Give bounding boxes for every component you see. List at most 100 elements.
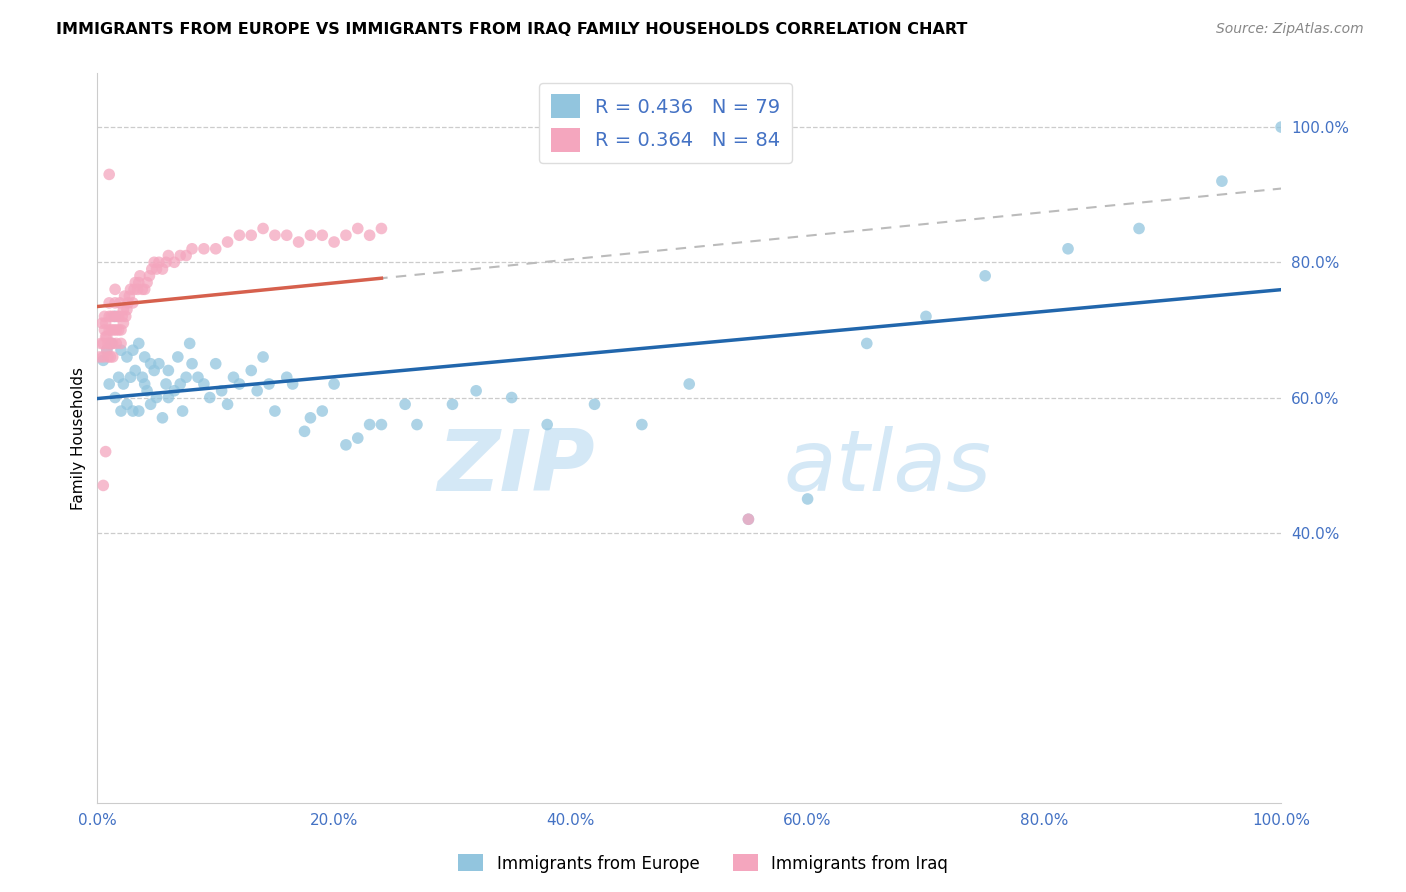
Point xyxy=(155,377,177,392)
Point xyxy=(97,336,120,351)
Point xyxy=(394,397,416,411)
Point xyxy=(127,282,149,296)
Point xyxy=(204,242,226,256)
Point xyxy=(299,410,322,425)
Point xyxy=(179,336,201,351)
Point xyxy=(796,491,818,506)
Point xyxy=(335,228,357,243)
Point xyxy=(139,357,162,371)
Point xyxy=(110,323,132,337)
Point xyxy=(152,410,174,425)
Point xyxy=(1057,242,1080,256)
Point xyxy=(115,350,138,364)
Point xyxy=(240,228,263,243)
Point xyxy=(128,336,150,351)
Point xyxy=(110,404,132,418)
Point xyxy=(465,384,488,398)
Point xyxy=(240,363,263,377)
Point xyxy=(100,310,122,324)
Y-axis label: Family Households: Family Households xyxy=(72,367,86,509)
Point xyxy=(163,384,186,398)
Point xyxy=(281,377,304,392)
Point xyxy=(174,248,197,262)
Point xyxy=(131,282,153,296)
Point xyxy=(93,323,115,337)
Point xyxy=(118,289,141,303)
Point xyxy=(157,363,180,377)
Point xyxy=(104,391,127,405)
Point xyxy=(134,282,156,296)
Point xyxy=(1128,221,1150,235)
Point xyxy=(246,384,269,398)
Point xyxy=(91,316,114,330)
Point xyxy=(193,377,215,392)
Point xyxy=(115,397,138,411)
Point xyxy=(103,323,125,337)
Point xyxy=(737,512,759,526)
Point xyxy=(145,262,167,277)
Point xyxy=(121,343,143,358)
Point xyxy=(157,248,180,262)
Point xyxy=(257,377,280,392)
Point xyxy=(155,255,177,269)
Point xyxy=(915,310,938,324)
Point xyxy=(128,404,150,418)
Point xyxy=(114,310,136,324)
Point xyxy=(103,310,125,324)
Point xyxy=(100,323,122,337)
Point xyxy=(89,350,111,364)
Point xyxy=(211,384,233,398)
Point xyxy=(98,310,121,324)
Point xyxy=(145,391,167,405)
Point xyxy=(181,242,204,256)
Point xyxy=(311,404,333,418)
Point xyxy=(94,316,117,330)
Point xyxy=(172,404,194,418)
Legend: Immigrants from Europe, Immigrants from Iraq: Immigrants from Europe, Immigrants from … xyxy=(451,847,955,880)
Point xyxy=(217,397,239,411)
Point xyxy=(678,377,700,392)
Point xyxy=(129,268,152,283)
Point xyxy=(117,296,139,310)
Point xyxy=(111,310,134,324)
Point xyxy=(228,377,250,392)
Point xyxy=(120,282,142,296)
Point xyxy=(323,377,346,392)
Point xyxy=(100,350,122,364)
Point xyxy=(222,370,245,384)
Point xyxy=(1270,120,1292,134)
Point xyxy=(114,289,136,303)
Point xyxy=(294,425,316,439)
Point xyxy=(121,404,143,418)
Point xyxy=(124,276,146,290)
Point xyxy=(104,296,127,310)
Point xyxy=(112,316,135,330)
Point xyxy=(105,323,128,337)
Point xyxy=(583,397,606,411)
Point xyxy=(359,417,381,432)
Point xyxy=(122,282,145,296)
Point xyxy=(100,336,122,351)
Point xyxy=(181,357,204,371)
Point xyxy=(121,296,143,310)
Point xyxy=(287,235,309,249)
Point xyxy=(96,343,118,358)
Point xyxy=(107,370,129,384)
Point xyxy=(157,391,180,405)
Point xyxy=(101,350,124,364)
Point xyxy=(136,384,159,398)
Point xyxy=(141,262,163,277)
Point xyxy=(152,262,174,277)
Point xyxy=(264,404,287,418)
Point xyxy=(370,221,392,235)
Point xyxy=(93,310,115,324)
Point xyxy=(101,336,124,351)
Point xyxy=(134,350,156,364)
Point xyxy=(855,336,877,351)
Point xyxy=(104,310,127,324)
Point xyxy=(124,363,146,377)
Point xyxy=(110,343,132,358)
Point xyxy=(115,302,138,317)
Point xyxy=(323,235,346,249)
Text: ZIP: ZIP xyxy=(437,425,595,508)
